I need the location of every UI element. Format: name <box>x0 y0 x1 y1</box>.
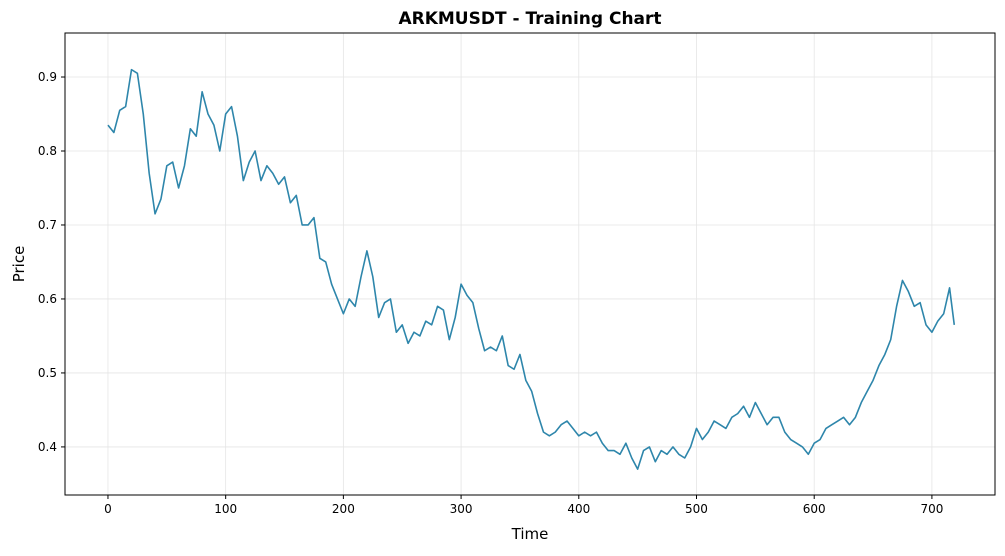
price-line <box>107 68 956 470</box>
x-tick-label: 300 <box>450 502 473 516</box>
y-tick-label: 0.4 <box>38 440 57 454</box>
x-tick-label: 200 <box>332 502 355 516</box>
y-tick-label: 0.9 <box>38 70 57 84</box>
y-tick-label: 0.5 <box>38 366 57 380</box>
chart-title: ARKMUSDT - Training Chart <box>398 9 661 29</box>
x-tick-label: 0 <box>104 502 112 516</box>
plot-frame <box>64 32 996 496</box>
x-tick-label: 700 <box>920 502 943 516</box>
x-tick-label: 600 <box>803 502 826 516</box>
x-axis-label: Time <box>511 525 549 543</box>
y-tick-label: 0.6 <box>38 292 57 306</box>
y-tick-label: 0.8 <box>38 144 57 158</box>
y-tick-label: 0.7 <box>38 218 57 232</box>
y-axis-label: Price <box>10 246 28 283</box>
x-tick-label: 100 <box>214 502 237 516</box>
x-tick-label: 500 <box>685 502 708 516</box>
x-tick-label: 400 <box>567 502 590 516</box>
